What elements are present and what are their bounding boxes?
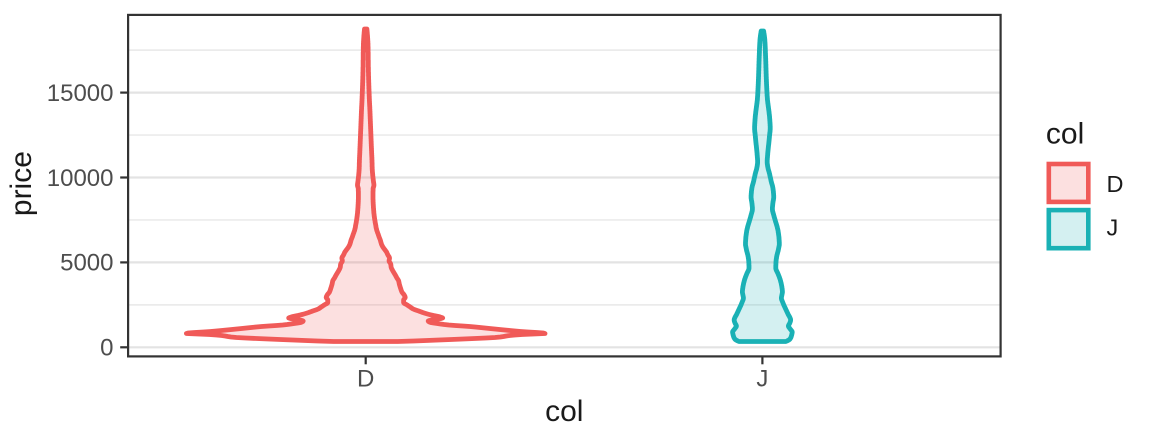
svg-text:10000: 10000 <box>47 165 114 192</box>
svg-text:price: price <box>5 151 38 216</box>
svg-text:5000: 5000 <box>60 250 113 277</box>
svg-text:col: col <box>1046 117 1084 150</box>
svg-text:0: 0 <box>100 335 113 362</box>
svg-text:D: D <box>1107 171 1124 197</box>
svg-text:col: col <box>545 395 583 428</box>
svg-text:15000: 15000 <box>47 80 114 107</box>
svg-text:D: D <box>357 365 374 392</box>
svg-text:J: J <box>1107 215 1119 241</box>
svg-text:J: J <box>756 365 768 392</box>
